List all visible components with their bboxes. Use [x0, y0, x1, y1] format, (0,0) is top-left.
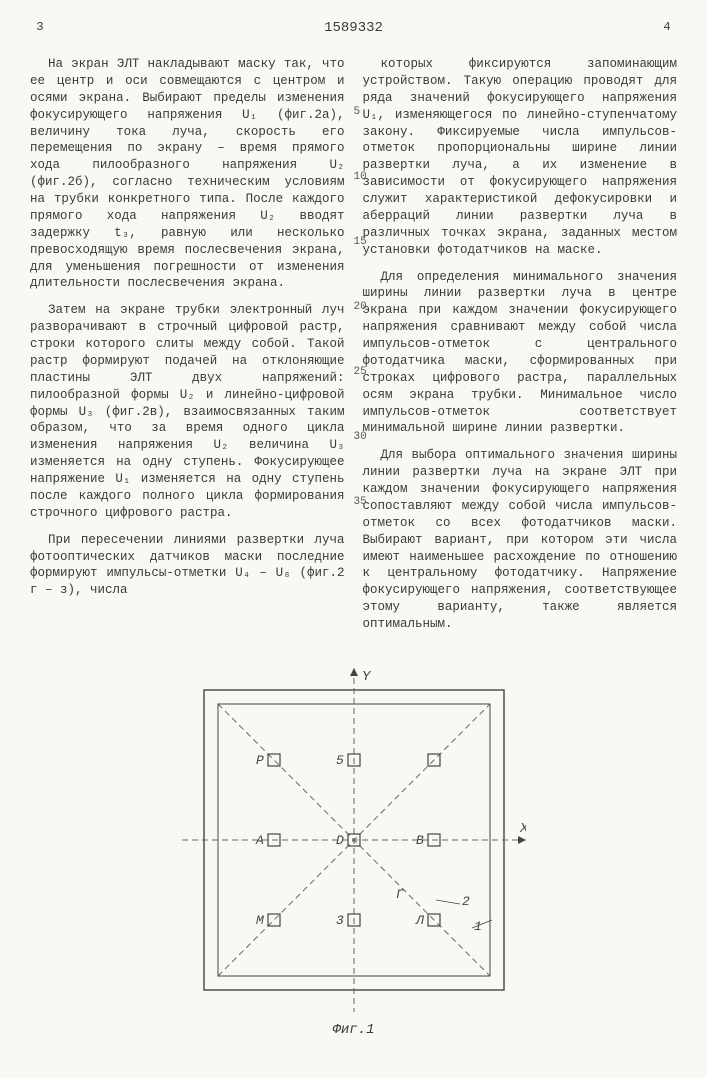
svg-text:X: X [519, 821, 526, 837]
para-l2: Затем на экране трубки электронный луч р… [30, 302, 345, 521]
lineno-15: 15 [354, 236, 367, 248]
svg-text:P: P [256, 753, 264, 768]
lineno-5: 5 [354, 106, 361, 118]
svg-text:2: 2 [462, 894, 470, 909]
figure-svg: XYP5ADBM3ЛГ12 [182, 668, 526, 1012]
svg-text:M: M [256, 913, 264, 928]
svg-text:Y: Y [362, 669, 372, 685]
page-number-left: 3 [30, 20, 50, 36]
para-r1: которых фиксируются запоминающим устройс… [363, 56, 678, 259]
para-l1: На экран ЭЛТ накладывают маску так, что … [30, 56, 345, 292]
figure-1: XYP5ADBM3ЛГ12 Фиг.1 [30, 668, 677, 1038]
para-l3: При пересечении линиями развертки луча ф… [30, 532, 345, 600]
page: 3 1589332 4 На экран ЭЛТ накладывают мас… [0, 0, 707, 1078]
column-left: На экран ЭЛТ накладывают маску так, что … [30, 56, 345, 643]
lineno-30: 30 [354, 431, 367, 443]
svg-text:5: 5 [336, 753, 344, 768]
lineno-25: 25 [354, 366, 367, 378]
lineno-20: 20 [354, 301, 367, 313]
document-number: 1589332 [50, 20, 657, 36]
svg-text:D: D [336, 833, 344, 848]
para-r2: Для определения минимального значения ши… [363, 269, 678, 438]
svg-text:3: 3 [336, 913, 344, 928]
svg-text:A: A [255, 833, 264, 848]
page-number-right: 4 [657, 20, 677, 36]
figure-caption: Фиг.1 [30, 1022, 677, 1038]
para-r3: Для выбора оптимального значения ширины … [363, 447, 678, 633]
text-columns: На экран ЭЛТ накладывают маску так, что … [30, 56, 677, 643]
svg-text:Г: Г [396, 887, 405, 902]
header: 3 1589332 4 [30, 20, 677, 36]
column-right: которых фиксируются запоминающим устройс… [363, 56, 678, 643]
lineno-10: 10 [354, 171, 367, 183]
svg-text:Л: Л [415, 913, 425, 928]
svg-text:B: B [416, 833, 424, 848]
lineno-35: 35 [354, 496, 367, 508]
